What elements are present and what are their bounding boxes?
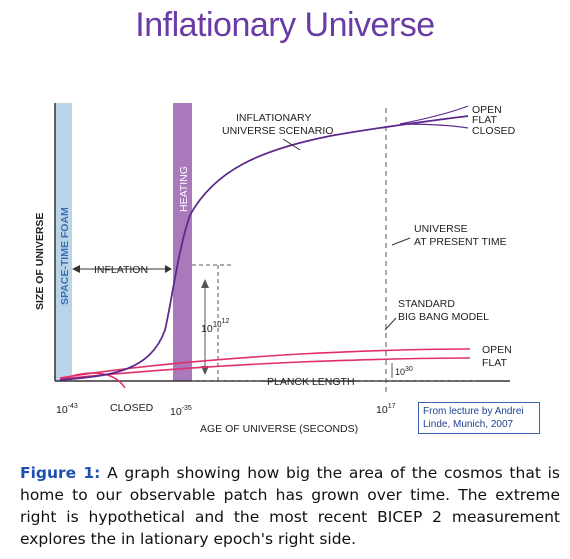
present-label-line2: AT PRESENT TIME: [414, 236, 507, 248]
closed-top-label: CLOSED: [472, 125, 516, 137]
y-axis-label: SIZE OF UNIVERSE: [34, 213, 46, 310]
small-ratio-exp: 30: [405, 366, 413, 373]
tick-label-2: 10-35: [170, 405, 192, 418]
inflation-arrow-right-head: [165, 265, 172, 273]
flat-bottom-label: FLAT: [482, 357, 507, 369]
caption-label: Figure 1:: [20, 464, 101, 482]
inflation-closed-branch: [399, 123, 469, 129]
caption-text: A graph showing how big the area of the …: [20, 464, 560, 548]
tick2-exp: -35: [182, 405, 192, 412]
standard-label-pointer: [384, 317, 397, 331]
figure-caption: Figure 1: A graph showing how big the ar…: [20, 462, 560, 550]
present-arrow: [391, 237, 411, 246]
heating-label: HEATING: [178, 166, 190, 212]
credit-line2: Linde, Munich, 2007: [423, 419, 514, 430]
ratio-arrow-top-head: [201, 279, 209, 288]
inflationary-label-pointer: [282, 138, 301, 151]
figure-title: Inflationary Universe: [135, 6, 435, 44]
standard-label-line1: STANDARD: [398, 298, 455, 310]
bigbang-closed-curve: [59, 372, 126, 389]
inflation-curve: [59, 115, 469, 381]
small-ratio-label: 1030: [395, 366, 413, 377]
closed-bottom-label: CLOSED: [110, 402, 154, 414]
tick2-base: 10: [170, 406, 182, 418]
foam-label: SPACE-TIME FOAM: [59, 207, 71, 305]
space-time-foam-band: [55, 103, 72, 381]
plot: SIZE OF UNIVERSE SPACE-TIME FOAM HEATING…: [34, 103, 516, 435]
credit-line1: From lecture by Andrei: [423, 406, 524, 417]
tick-label-1: 10-43: [56, 403, 78, 416]
tick3-base: 10: [376, 404, 388, 416]
tick3-exp: 17: [388, 403, 396, 410]
inflation-open-branch: [399, 105, 469, 125]
ratio-arrow-bottom-head: [201, 366, 209, 375]
tick1-exp: -43: [68, 403, 78, 410]
tick1-base: 10: [56, 404, 68, 416]
open-bottom-label: OPEN: [482, 344, 512, 356]
bigbang-open-curve: [59, 348, 471, 379]
open-top-label: OPEN: [472, 104, 502, 116]
planck-label: PLANCK LENGTH: [267, 376, 355, 388]
inflation-arrow-left-head: [72, 265, 80, 273]
small-ratio-base: 10: [395, 367, 405, 377]
inflationary-label-line1: INFLATIONARY: [236, 112, 311, 124]
bigbang-flat-curve: [59, 357, 471, 380]
flat-top-label: FLAT: [472, 114, 497, 126]
ratio-base: 10: [201, 323, 213, 335]
x-axis-label: AGE OF UNIVERSE (SECONDS): [200, 423, 358, 435]
standard-label-line2: BIG BANG MODEL: [398, 311, 489, 323]
inflation-label: INFLATION: [94, 264, 148, 276]
ratio-exp2: 12: [222, 318, 230, 325]
ratio-label: 101012: [201, 318, 229, 335]
present-label-line1: UNIVERSE: [414, 223, 468, 235]
credit-box: From lecture by Andrei Linde, Munich, 20…: [418, 402, 540, 434]
tick-label-3: 1017: [376, 403, 396, 416]
inflationary-label-line2: UNIVERSE SCENARIO: [222, 125, 333, 137]
ratio-exp1: 10: [213, 320, 222, 329]
